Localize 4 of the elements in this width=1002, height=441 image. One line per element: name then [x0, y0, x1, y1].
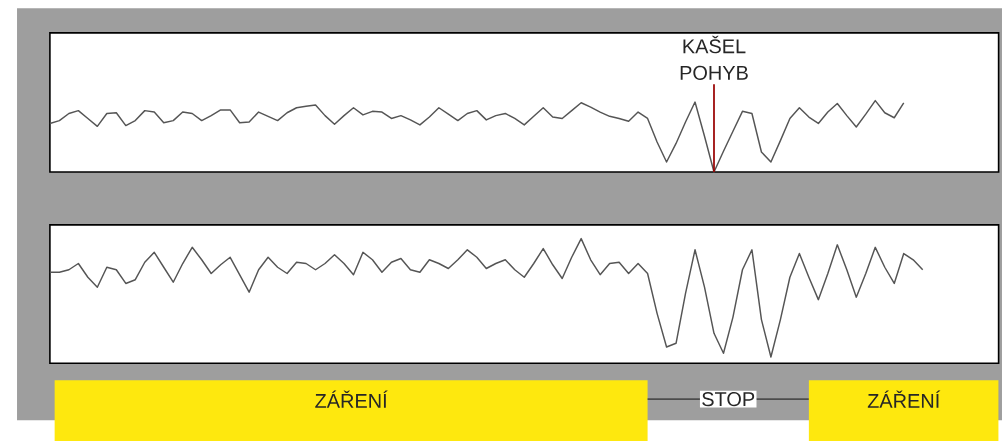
text: STOP: [702, 392, 755, 407]
text: ZÁŘENÍ: [315, 390, 388, 408]
text: ZÁŘENÍ: [867, 390, 941, 408]
text: KAŠEL POHYB: [680, 35, 748, 80]
